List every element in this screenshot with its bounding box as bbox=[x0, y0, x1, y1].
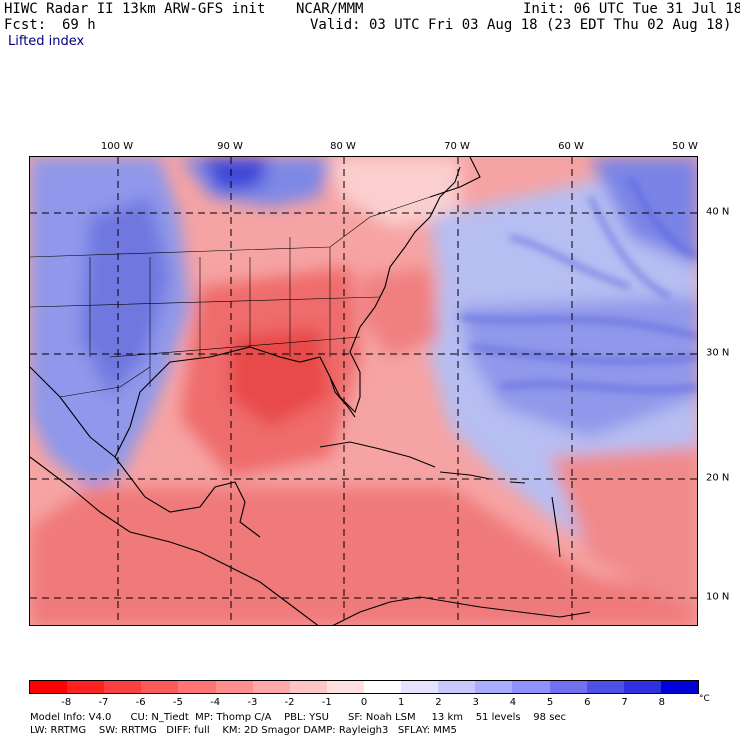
coastlines bbox=[30, 157, 591, 625]
colorbar-swatch bbox=[178, 681, 216, 693]
init-time: Init: 06 UTC Tue 31 Jul 18 bbox=[523, 1, 740, 17]
model-info-line2: LW: RRTMG SW: RRTMG DIFF: full KM: 2D Sm… bbox=[30, 725, 457, 736]
borders bbox=[30, 196, 431, 398]
colorbar-tick-label: 0 bbox=[360, 697, 368, 708]
warm-region-eastcoast bbox=[360, 267, 440, 357]
light-region-northeast bbox=[330, 157, 460, 227]
colorbar-tick-label: 8 bbox=[658, 697, 665, 708]
warm-core-gulf-strong bbox=[230, 327, 330, 427]
map-canvas bbox=[30, 157, 697, 625]
colorbar-tick-label: -7 bbox=[98, 697, 109, 708]
colorbar-swatch bbox=[438, 681, 476, 693]
colorbar-tick-label: -6 bbox=[135, 697, 146, 708]
warm-region-caribbean bbox=[30, 487, 697, 625]
colorbar-tick-label: -5 bbox=[172, 697, 183, 708]
lon-label: 60 W bbox=[558, 141, 584, 152]
model-title: HIWC Radar II 13km ARW-GFS init bbox=[4, 1, 266, 17]
fcst-label: Fcst: bbox=[4, 17, 47, 33]
graticule bbox=[30, 157, 697, 625]
colorbar-swatch bbox=[363, 681, 402, 693]
colorbar-swatch bbox=[586, 681, 624, 693]
cool-core-west bbox=[80, 197, 170, 397]
colorbar-swatch bbox=[104, 681, 142, 693]
colorbar-swatch bbox=[141, 681, 179, 693]
colorbar-swatch bbox=[67, 681, 105, 693]
model-info-line1: Model Info: V4.0 CU: N_Tiedt MP: Thomp C… bbox=[30, 712, 567, 723]
lat-label: 40 N bbox=[706, 206, 730, 218]
colorbar bbox=[29, 680, 699, 694]
colorbar-swatch bbox=[326, 681, 364, 693]
lon-label: 50 W bbox=[672, 141, 698, 152]
colorbar-tick-label: -4 bbox=[210, 697, 221, 708]
colorbar-swatch bbox=[289, 681, 327, 693]
colorbar-swatch bbox=[252, 681, 290, 693]
colorbar-tick-label: 4 bbox=[509, 697, 517, 708]
fcst-value: 69 h bbox=[62, 17, 96, 33]
field-name: Lifted index bbox=[8, 34, 85, 49]
colorbar-tick-label: 6 bbox=[584, 697, 591, 708]
lat-label: 10 N bbox=[706, 591, 730, 603]
colorbar-tick-label: -1 bbox=[321, 697, 332, 708]
colorbar-tick-label: -3 bbox=[247, 697, 258, 708]
lon-label: 100 W bbox=[100, 141, 134, 152]
colorbar-tick-label: 1 bbox=[398, 697, 405, 708]
colorbar-tick-label: -8 bbox=[61, 697, 72, 708]
lat-label: 30 N bbox=[706, 347, 730, 359]
colorbar-swatch bbox=[512, 681, 550, 693]
lon-label: 70 W bbox=[444, 141, 470, 152]
colorbar-tick-label: -2 bbox=[284, 697, 295, 708]
colorbar-swatch bbox=[475, 681, 513, 693]
lifted-index-map bbox=[29, 156, 698, 626]
colorbar-unit: °C bbox=[699, 694, 710, 704]
colorbar-tick-label: 7 bbox=[621, 697, 628, 708]
colorbar-swatch bbox=[401, 681, 439, 693]
cool-core-atlantic bbox=[460, 297, 697, 437]
colorbar-tick-label: 3 bbox=[472, 697, 479, 708]
colorbar-tick-label: 5 bbox=[546, 697, 554, 708]
colorbar-swatch bbox=[549, 681, 587, 693]
colorbar-swatch bbox=[660, 681, 698, 693]
org-label: NCAR/MMM bbox=[296, 1, 364, 17]
colorbar-swatch bbox=[30, 681, 68, 693]
colorbar-swatch bbox=[215, 681, 253, 693]
cool-streaks bbox=[459, 176, 697, 392]
warm-region-east-tropics bbox=[550, 447, 697, 616]
colorbar-tick-label: 2 bbox=[435, 697, 442, 708]
lon-label: 80 W bbox=[330, 141, 356, 152]
lon-label: 90 W bbox=[217, 141, 243, 152]
valid-time: Valid: 03 UTC Fri 03 Aug 18 (23 EDT Thu … bbox=[310, 17, 732, 33]
colorbar-swatch bbox=[623, 681, 661, 693]
lat-label: 20 N bbox=[706, 472, 730, 484]
cool-core-north bbox=[200, 157, 270, 192]
